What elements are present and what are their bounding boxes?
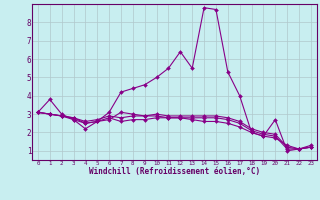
X-axis label: Windchill (Refroidissement éolien,°C): Windchill (Refroidissement éolien,°C) (89, 167, 260, 176)
